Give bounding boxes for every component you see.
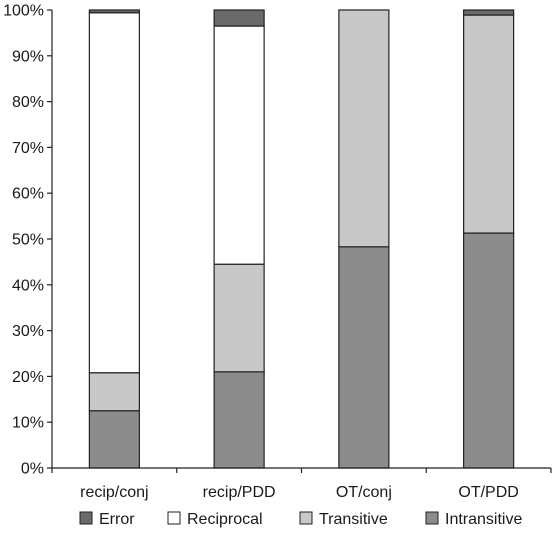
bar-segment-transitive-3 [338,9,390,248]
y-tick-label: 20% [12,369,44,386]
x-category-label: OT/PDD [458,484,518,501]
y-tick-label: 70% [12,140,44,157]
legend: Error Reciprocal Transitive Intransitive [79,511,522,528]
bar-segment-error-4 [463,9,515,16]
bar-segment-intransitive-3 [338,246,390,469]
y-tick-label: 30% [12,323,44,340]
bar-segment-intransitive-1 [88,410,140,469]
legend-label-error: Error [99,511,135,528]
y-tick-label: 90% [12,48,44,65]
y-tick-label: 100% [3,3,44,20]
legend-label-intransitive: Intransitive [445,511,522,528]
bar-segment-transitive-1 [88,372,140,412]
y-tick-label: 10% [12,415,44,432]
bar-segment-intransitive-4 [463,232,515,469]
bar-segment-reciprocal-1 [88,12,140,374]
bar-segment-intransitive-2 [213,371,265,469]
bar-segment-error-1 [88,9,140,14]
y-tick-label: 50% [12,232,44,249]
bars-layer [88,9,515,469]
bar-segment-transitive-2 [213,263,265,373]
y-tick-label: 0% [21,461,44,478]
bar-segment-transitive-4 [463,14,515,234]
legend-swatch-error [79,511,93,525]
x-category-label: OT/conj [336,484,392,501]
axes-layer: 0% 10% 20% 30% 40% 50% 60% 70% 80% 90% 100% recip/c… [3,3,552,501]
y-tick-label: 80% [12,94,44,111]
legend-label-reciprocal: Reciprocal [187,511,263,528]
legend-label-transitive: Transitive [319,511,388,528]
bar-segment-error-2 [213,9,265,27]
legend-swatch-transitive [299,511,313,525]
legend-swatch-reciprocal [167,511,181,525]
y-tick-label: 40% [12,277,44,294]
x-category-label: recip/conj [80,484,148,501]
y-tick-label: 60% [12,186,44,203]
bar-segment-reciprocal-2 [213,25,265,265]
x-category-label: recip/PDD [203,484,276,501]
legend-swatch-intransitive [425,511,439,525]
